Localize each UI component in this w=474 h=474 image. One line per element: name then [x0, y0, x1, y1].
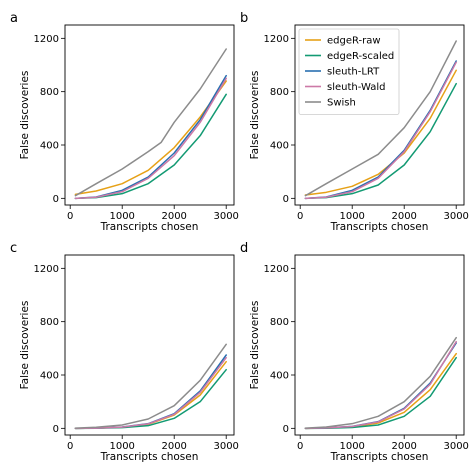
axes-frame — [64, 254, 235, 436]
panel-c: c 0 1000 2000 3000 0 400 800 1200 Transcripts cho… — [10, 241, 239, 463]
series-lines — [304, 40, 457, 200]
series-line-Swish — [304, 336, 457, 429]
axes-frame — [64, 24, 235, 206]
series-line-sleuth-Wald — [74, 356, 227, 430]
y-tick-label: 800 — [270, 317, 289, 328]
x-tick-label: 1000 — [339, 211, 364, 222]
x-tick-label: 2000 — [161, 441, 186, 452]
legend-entry: sleuth-Wald — [327, 82, 385, 93]
y-tick-label: 400 — [270, 371, 289, 382]
legend-box — [298, 28, 400, 115]
panel-letter: c — [10, 241, 17, 256]
x-axis-label: Transcripts chosen — [330, 451, 429, 463]
x-tick-label: 0 — [67, 441, 73, 452]
y-tick-label: 0 — [53, 424, 59, 435]
series-lines — [304, 336, 457, 430]
y-axis-label: False discoveries — [249, 71, 261, 160]
series-line-Swish — [74, 48, 227, 197]
x-tick-label: 2000 — [161, 211, 186, 222]
y-axis-label: False discoveries — [19, 71, 31, 160]
panel-letter: d — [240, 241, 248, 256]
series-line-edgeR-scaled — [74, 368, 227, 430]
y-tick-label: 0 — [283, 424, 289, 435]
series-line-Swish — [304, 40, 457, 197]
legend-entry: sleuth-LRT — [327, 67, 380, 78]
x-tick-label: 1000 — [339, 441, 364, 452]
x-tick-label: 0 — [297, 211, 303, 222]
y-tick-label: 800 — [40, 87, 59, 98]
series-lines — [74, 343, 227, 430]
x-tick-label: 0 — [297, 441, 303, 452]
x-tick-label: 2000 — [391, 441, 416, 452]
series-line-sleuth-Wald — [304, 61, 457, 200]
axes-frame — [294, 24, 465, 206]
y-tick-label: 400 — [40, 371, 59, 382]
x-tick-label: 3000 — [213, 211, 238, 222]
panel-letter: b — [240, 11, 248, 26]
x-axis-label: Transcripts chosen — [100, 221, 199, 233]
y-axis-label: False discoveries — [249, 301, 261, 390]
x-tick-label: 3000 — [213, 441, 238, 452]
x-tick-label: 2000 — [391, 211, 416, 222]
panel-d: d 0 1000 2000 3000 0 400 800 1200 Transcripts cho… — [240, 241, 469, 463]
y-tick-label: 1200 — [264, 264, 289, 275]
series-line-sleuth-LRT — [74, 74, 227, 200]
y-tick-label: 800 — [270, 87, 289, 98]
panel-a: a 0 1000 2000 3000 0 400 800 1200 Transcripts cho… — [10, 11, 239, 233]
x-tick-label: 1000 — [109, 441, 134, 452]
y-tick-label: 1200 — [264, 34, 289, 45]
y-tick-label: 0 — [53, 194, 59, 205]
series-line-edgeR-raw — [304, 69, 457, 196]
legend: edgeR-raw edgeR-scaled sleuth-LRT sleuth-Wa… — [298, 28, 400, 115]
x-tick-label: 3000 — [443, 441, 468, 452]
series-line-sleuth-Wald — [74, 77, 227, 200]
series-line-Swish — [74, 343, 227, 429]
y-tick-label: 800 — [40, 317, 59, 328]
x-axis-label: Transcripts chosen — [100, 451, 199, 463]
axes-frame — [294, 254, 465, 436]
x-tick-label: 1000 — [109, 211, 134, 222]
y-tick-label: 1200 — [34, 34, 59, 45]
series-lines — [74, 48, 227, 200]
series-line-edgeR-raw — [74, 80, 227, 196]
series-line-sleuth-Wald — [304, 340, 457, 430]
y-tick-label: 400 — [40, 141, 59, 152]
x-tick-label: 0 — [67, 211, 73, 222]
panel-b: b 0 1000 2000 3000 0 400 800 1200 Transcripts cho… — [240, 11, 469, 233]
x-tick-label: 3000 — [443, 211, 468, 222]
panel-letter: a — [10, 11, 18, 26]
legend-entry: edgeR-raw — [327, 36, 381, 47]
series-line-edgeR-scaled — [304, 356, 457, 430]
legend-entry: Swish — [327, 98, 356, 109]
y-tick-label: 0 — [283, 194, 289, 205]
y-axis-label: False discoveries — [19, 301, 31, 390]
legend-entry: edgeR-scaled — [327, 51, 394, 62]
y-tick-label: 400 — [270, 141, 289, 152]
y-tick-label: 1200 — [34, 264, 59, 275]
x-axis-label: Transcripts chosen — [330, 221, 429, 233]
